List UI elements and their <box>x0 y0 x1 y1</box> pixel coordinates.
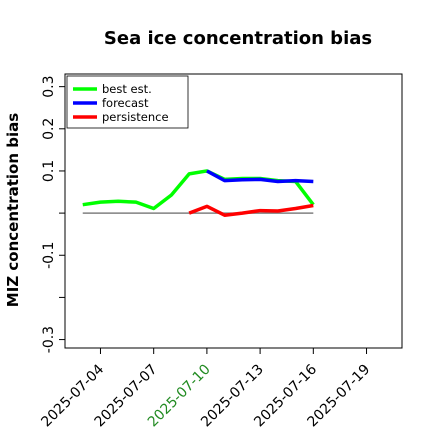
legend-entry: forecast <box>102 96 149 110</box>
legend-entry: persistence <box>102 110 169 124</box>
y-tick-label: 0.3 <box>41 76 57 98</box>
y-axis-label: MIZ concentration bias <box>4 113 22 307</box>
chart-title: Sea ice concentration bias <box>104 28 372 49</box>
y-tick-label: 0.1 <box>41 160 57 182</box>
series-line-best-est <box>82 169 315 211</box>
y-tick-label: 0.2 <box>41 118 57 140</box>
plot-frame <box>64 73 403 349</box>
y-tick-label: -0.3 <box>41 326 57 353</box>
series-line-forecast <box>206 169 314 184</box>
y-tick-label: -0.1 <box>41 242 57 269</box>
series-line-persistence <box>188 203 314 217</box>
legend-entry: best est. <box>102 82 152 96</box>
